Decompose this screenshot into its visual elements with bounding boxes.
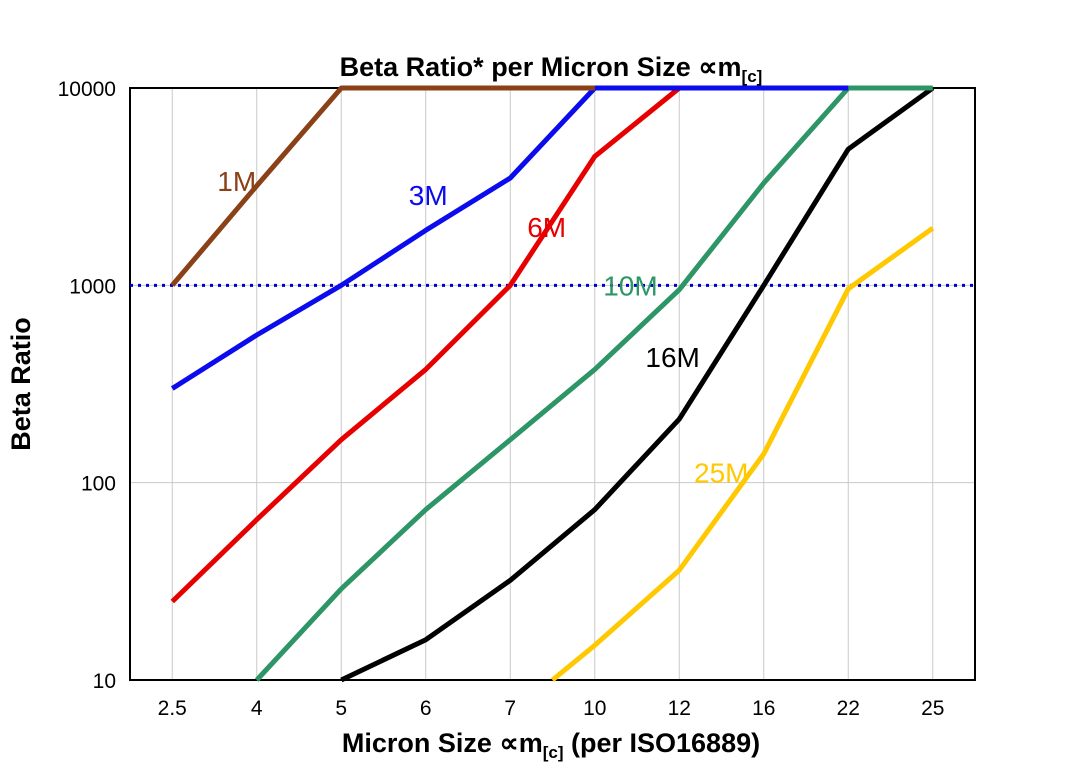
series-line-10M	[254, 85, 933, 682]
series-line-1M	[170, 85, 595, 287]
x-tick-2.5: 2.5	[158, 697, 187, 720]
y-tick-10: 10	[93, 670, 116, 693]
series-label-16M: 16M	[645, 342, 699, 373]
series-label-25M: 25M	[694, 458, 748, 489]
series-label-1M: 1M	[217, 166, 256, 197]
x-tick-6: 6	[420, 697, 432, 720]
x-axis-label-text: Micron Size	[342, 728, 500, 758]
series-line-6M	[170, 86, 681, 604]
chart-title-micron-symbol: ∝m	[698, 52, 741, 82]
x-tick-25: 25	[921, 697, 944, 720]
series-line-16M	[340, 85, 935, 683]
x-tick-5: 5	[335, 697, 347, 720]
x-axis-micron-symbol: ∝m	[499, 728, 542, 758]
series-label-6M: 6M	[527, 212, 566, 243]
x-tick-7: 7	[504, 697, 516, 720]
y-tick-10000: 10000	[58, 78, 116, 101]
chart-title: Beta Ratio* per Micron Size ∝m[c]	[340, 52, 763, 86]
y-axis-label: Beta Ratio	[6, 317, 36, 451]
chart-title-subscript: [c]	[742, 67, 763, 86]
y-tick-100: 100	[81, 473, 116, 496]
x-tick-10: 10	[583, 697, 606, 720]
x-tick-22: 22	[837, 697, 860, 720]
x-axis-label-suffix: (per ISO16889)	[564, 728, 761, 758]
gridlines	[130, 87, 975, 681]
series-line-25M	[550, 226, 935, 682]
series-label-3M: 3M	[409, 180, 448, 211]
y-tick-1000: 1000	[69, 275, 116, 298]
x-tick-16: 16	[752, 697, 775, 720]
chart-title-text: Beta Ratio* per Micron Size	[340, 52, 699, 82]
x-axis-label: Micron Size ∝m[c] (per ISO16889)	[342, 728, 760, 762]
x-axis-subscript: [c]	[543, 743, 564, 762]
x-tick-12: 12	[668, 697, 691, 720]
x-tick-4: 4	[251, 697, 263, 720]
series-label-10M: 10M	[603, 270, 657, 301]
